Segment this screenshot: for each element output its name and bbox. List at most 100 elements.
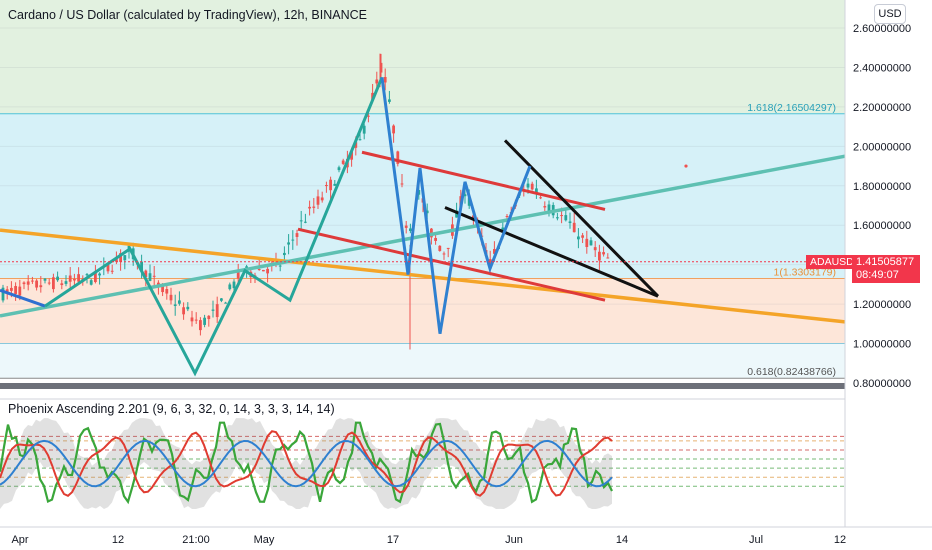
candle-body bbox=[388, 99, 391, 102]
candle-body bbox=[1, 287, 5, 301]
candle-body bbox=[577, 236, 580, 240]
candle-body bbox=[304, 221, 307, 223]
volatility-band bbox=[0, 418, 612, 509]
candle-body bbox=[207, 315, 211, 320]
time-tick-label: May bbox=[254, 534, 275, 546]
currency-button[interactable]: USD bbox=[874, 4, 906, 24]
candle-body bbox=[14, 286, 17, 294]
trend-drawings[interactable] bbox=[0, 76, 846, 377]
candle-body bbox=[320, 197, 324, 201]
candle-body bbox=[295, 233, 299, 237]
candle-body bbox=[472, 215, 475, 218]
osc-blue-line bbox=[0, 439, 613, 488]
candle-body bbox=[119, 253, 122, 262]
candle-body bbox=[316, 196, 320, 205]
candle-body bbox=[266, 268, 269, 274]
candle-body bbox=[224, 302, 227, 304]
candle-body bbox=[10, 287, 13, 291]
zone-above-1618 bbox=[0, 0, 845, 114]
candle-body bbox=[564, 215, 568, 221]
fib-level-label: 1(1.3303179) bbox=[774, 266, 836, 278]
candle-body bbox=[556, 217, 559, 219]
candle-body bbox=[337, 167, 341, 171]
candle-body bbox=[152, 275, 156, 277]
candle-body bbox=[404, 225, 408, 228]
indicator-title: Phoenix Ascending 2.201 (9, 6, 3, 32, 0,… bbox=[8, 402, 335, 416]
time-tick-label: 14 bbox=[616, 534, 628, 546]
last-price-value: 1.41505877 bbox=[856, 256, 915, 268]
price-tick-label: 1.20000000 bbox=[853, 299, 911, 311]
candle-body bbox=[606, 257, 610, 259]
candle-body bbox=[178, 300, 181, 304]
candle-body bbox=[572, 222, 576, 233]
zone-1-to-0786 bbox=[0, 278, 845, 344]
price-tick-label: 2.20000000 bbox=[853, 102, 911, 114]
candle-body bbox=[68, 275, 72, 282]
candle-body bbox=[375, 79, 379, 84]
candle-body bbox=[560, 215, 563, 217]
candle-body bbox=[539, 197, 542, 199]
candle-body bbox=[169, 294, 173, 301]
wedge-lower-line bbox=[444, 206, 659, 298]
candle-body bbox=[585, 238, 589, 247]
time-axis[interactable]: Apr 12 21:00 May 17 Jun 14 Jul 12 bbox=[0, 526, 932, 546]
candle-body bbox=[581, 235, 584, 238]
zone-lower bbox=[0, 343, 845, 379]
candle-body bbox=[308, 206, 311, 209]
candle-body bbox=[123, 255, 127, 261]
candle-body bbox=[379, 62, 383, 73]
candle-body bbox=[278, 265, 282, 267]
candle-body bbox=[543, 206, 547, 208]
candle-body bbox=[530, 183, 534, 190]
candle-body bbox=[341, 160, 345, 164]
candle-body bbox=[110, 270, 114, 272]
candle-body bbox=[333, 183, 337, 186]
candle-body bbox=[203, 317, 206, 325]
price-tick-label: 1.00000000 bbox=[853, 339, 911, 351]
candle-body bbox=[26, 281, 30, 285]
fib-level-label: 0.618(0.82438766) bbox=[747, 366, 836, 378]
last-price-tag: 1.41505877 08:49:07 bbox=[852, 255, 920, 283]
candle-body bbox=[283, 252, 286, 256]
candle-body bbox=[362, 125, 366, 134]
candle-body bbox=[299, 220, 303, 222]
candle-body bbox=[199, 320, 202, 331]
candle-body bbox=[18, 286, 22, 296]
candle-body bbox=[73, 278, 76, 281]
candle-body bbox=[56, 276, 59, 281]
candle-body bbox=[182, 307, 185, 315]
price-tick-label: 0.80000000 bbox=[853, 378, 911, 390]
candle-body bbox=[350, 151, 353, 160]
price-tick-label: 2.00000000 bbox=[853, 141, 911, 153]
candle-body bbox=[161, 285, 164, 293]
price-tick-label: 2.60000000 bbox=[853, 23, 911, 35]
candle-body bbox=[115, 258, 118, 262]
candle-body bbox=[493, 249, 496, 254]
fib-level-lines: 1.618(2.16504297) 1(1.3303179) 0.618(0.824… bbox=[0, 102, 845, 389]
candle-body bbox=[140, 261, 143, 272]
time-tick-label: 21:00 bbox=[182, 534, 210, 546]
candle-body bbox=[77, 274, 80, 282]
candle-body bbox=[236, 270, 240, 279]
candle-body bbox=[5, 289, 9, 293]
candle-body bbox=[526, 183, 530, 188]
zigzag-segment bbox=[0, 288, 46, 308]
candle-body bbox=[396, 151, 400, 164]
candle-body bbox=[535, 188, 538, 193]
candle-body bbox=[438, 245, 442, 251]
candle-body bbox=[60, 283, 64, 286]
candle-body bbox=[35, 280, 38, 288]
candle-body bbox=[228, 284, 232, 290]
candle-body bbox=[392, 125, 395, 134]
symbol-price-label: ADAUSD bbox=[806, 255, 858, 269]
zigzag-teal-path bbox=[44, 76, 384, 377]
candle-body bbox=[39, 285, 43, 288]
zigzag-blue-path bbox=[380, 77, 532, 334]
candle-body bbox=[262, 269, 265, 272]
candle-body bbox=[358, 139, 362, 141]
candle-body bbox=[194, 319, 198, 321]
candle-body bbox=[215, 304, 219, 318]
candle-body bbox=[505, 216, 509, 218]
candle-body bbox=[190, 317, 194, 322]
